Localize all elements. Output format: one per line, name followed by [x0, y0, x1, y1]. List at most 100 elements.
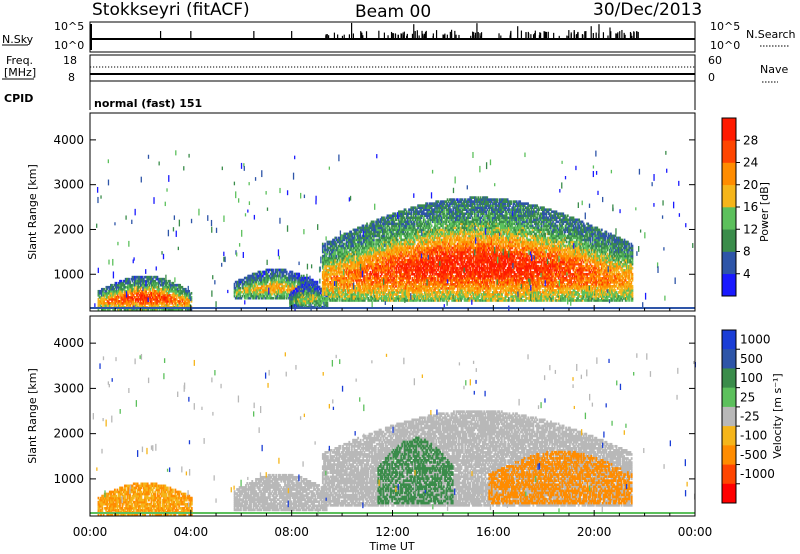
power-cell	[128, 308, 130, 311]
power-cell	[290, 274, 293, 278]
power-cell	[179, 302, 181, 305]
power-cell	[308, 289, 311, 293]
power-cell	[153, 293, 155, 297]
power-cell	[127, 277, 129, 281]
power-cell	[348, 276, 350, 280]
power-cell	[112, 291, 115, 295]
power-cell	[335, 274, 338, 278]
power-cell	[389, 291, 392, 294]
power-cell	[387, 234, 390, 238]
power-cell	[173, 308, 176, 311]
power-cell	[353, 293, 356, 296]
power-cell	[338, 240, 341, 244]
power-cell	[374, 228, 376, 232]
power-cell	[391, 250, 393, 254]
power-cell	[264, 280, 267, 284]
power-cell	[307, 299, 310, 303]
power-cell	[274, 286, 277, 290]
power-cell	[350, 234, 353, 238]
power-cell	[275, 290, 278, 294]
power-cell	[297, 299, 299, 303]
power-cell	[377, 291, 380, 294]
power-cell	[340, 242, 342, 246]
power-cell	[352, 246, 355, 250]
power-cell	[248, 286, 251, 290]
power-cell	[341, 276, 343, 280]
power-cell	[324, 264, 326, 268]
power-cell	[187, 291, 189, 295]
power-cell	[392, 270, 394, 274]
power-cell	[354, 285, 357, 288]
power-cell	[119, 283, 121, 287]
power-cell	[115, 295, 118, 299]
power-cell	[345, 248, 348, 252]
power-cell	[327, 264, 330, 268]
power-cell	[133, 283, 136, 287]
power-cell	[292, 297, 295, 301]
power-cell	[292, 291, 295, 295]
power-cell	[148, 295, 151, 299]
power-cell	[140, 279, 143, 283]
power-cell	[264, 272, 267, 276]
power-cell	[120, 279, 122, 283]
power-cell	[159, 295, 162, 299]
power-cell	[156, 277, 159, 281]
power-cell	[246, 278, 248, 282]
power-cell	[353, 252, 356, 256]
power-cell	[366, 226, 368, 230]
power-cell	[362, 278, 365, 282]
power-cell	[247, 286, 250, 290]
power-cell	[111, 304, 113, 307]
power-cell	[122, 298, 125, 301]
power-cell	[251, 274, 254, 278]
power-cell	[314, 283, 316, 287]
power-cell	[309, 299, 312, 303]
power-cell	[329, 280, 332, 284]
power-cell	[298, 274, 301, 278]
power-cell	[382, 230, 384, 234]
power-cell	[291, 286, 294, 290]
power-cell	[138, 281, 141, 285]
power-cell	[357, 252, 359, 256]
power-cell	[107, 285, 110, 289]
power-cell	[144, 291, 146, 295]
power-cell	[305, 303, 307, 307]
power-cell	[370, 260, 373, 264]
power-cell	[291, 295, 294, 299]
power-cell	[251, 282, 254, 286]
power-cell	[175, 289, 178, 293]
power-cell	[387, 291, 390, 294]
power-cell	[103, 304, 105, 307]
power-cell	[130, 302, 133, 305]
power-cell	[157, 277, 160, 281]
power-cell	[178, 291, 180, 295]
power-cell	[384, 272, 387, 276]
power-cell	[384, 228, 387, 232]
power-cell	[363, 230, 366, 234]
power-cell	[376, 220, 379, 224]
power-cell	[161, 281, 163, 285]
power-cell	[184, 291, 187, 295]
power-cell	[319, 303, 322, 307]
power-cell	[249, 296, 252, 300]
power-cell	[392, 240, 394, 244]
power-cell	[374, 270, 376, 274]
power-cell	[352, 274, 355, 278]
power-cell	[369, 224, 372, 228]
power-cell	[389, 293, 392, 296]
power-cell	[190, 298, 193, 301]
power-cell	[357, 264, 359, 268]
power-cell	[351, 291, 354, 294]
power-cell	[369, 287, 372, 290]
power-cell	[268, 290, 271, 294]
power-cell	[346, 238, 349, 242]
power-cell	[346, 297, 349, 300]
power-cell	[384, 264, 387, 268]
power-cell	[370, 293, 373, 296]
power-cell	[351, 295, 354, 298]
power-cell	[345, 232, 348, 236]
power-cell	[233, 284, 236, 288]
power-cell	[352, 293, 355, 296]
power-cell	[154, 279, 157, 283]
power-cell	[306, 299, 308, 303]
